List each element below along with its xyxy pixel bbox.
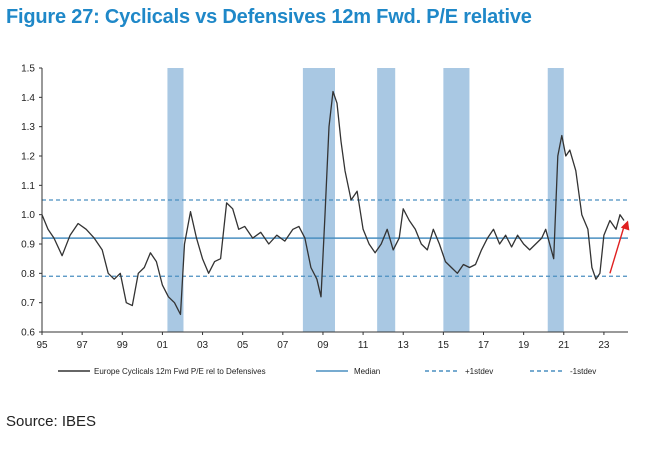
- x-tick-label: 13: [398, 340, 410, 351]
- x-tick-label: 99: [117, 340, 129, 351]
- x-tick-label: 95: [36, 340, 48, 351]
- y-tick-label: 1.3: [21, 122, 35, 133]
- y-tick-label: 1.4: [21, 93, 35, 104]
- y-tick-label: 0.6: [21, 328, 35, 339]
- legend-minus-1-stdev-label: -1stdev: [570, 367, 596, 376]
- legend-median-label: Median: [354, 367, 380, 376]
- figure-title: Figure 27: Cyclicals vs Defensives 12m F…: [6, 6, 532, 28]
- y-tick-label: 1.2: [21, 152, 35, 163]
- x-tick-label: 03: [197, 340, 209, 351]
- y-tick-label: 0.8: [21, 269, 35, 280]
- y-tick-label: 1.0: [21, 210, 35, 221]
- legend-series-label: Europe Cyclicals 12m Fwd P/E rel to Defe…: [94, 367, 266, 376]
- x-tick-label: 09: [317, 340, 329, 351]
- y-tick-label: 0.9: [21, 240, 35, 251]
- legend-plus-1-stdev-label: +1stdev: [465, 367, 493, 376]
- x-tick-label: 19: [518, 340, 530, 351]
- y-tick-label: 1.5: [21, 64, 35, 75]
- x-tick-label: 11: [358, 340, 369, 351]
- x-tick-label: 23: [598, 340, 610, 351]
- y-tick-label: 1.1: [21, 181, 35, 192]
- x-tick-label: 21: [558, 340, 570, 351]
- x-tick-label: 17: [478, 340, 490, 351]
- x-tick-label: 07: [277, 340, 289, 351]
- y-tick-label: 0.7: [21, 298, 35, 309]
- trend-arrow-head: [620, 220, 630, 231]
- series-line: [41, 90, 625, 316]
- x-tick-label: 05: [237, 340, 249, 351]
- x-tick-label: 15: [438, 340, 450, 351]
- x-tick-label: 01: [157, 340, 169, 351]
- chart: 0.6 0.7 0.8 0.9 1.0 1.1 1.2 1.3 1.4 1.5 95 97 99 01 03…: [21, 64, 630, 376]
- trend-arrow-line: [609, 226, 625, 274]
- source-note: Source: IBES: [6, 413, 97, 430]
- x-tick-label: 97: [77, 340, 89, 351]
